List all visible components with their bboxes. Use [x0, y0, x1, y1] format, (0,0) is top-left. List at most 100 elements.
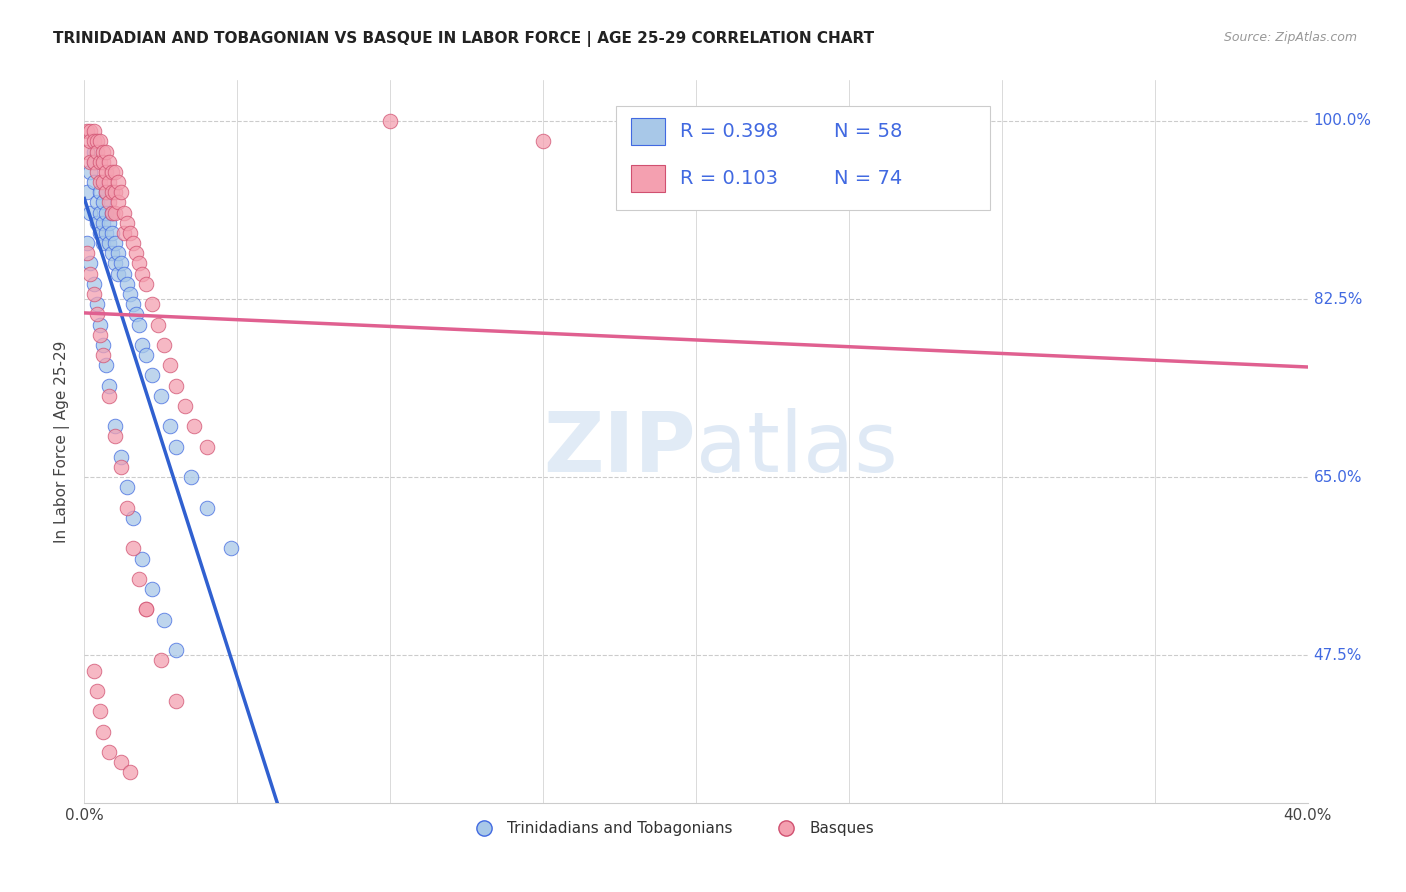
Point	[104, 419, 127, 434]
Point	[83, 277, 105, 291]
Point	[94, 205, 117, 219]
Point	[91, 154, 114, 169]
Point	[531, 134, 554, 148]
Point	[165, 440, 187, 454]
Point	[101, 246, 124, 260]
Point	[110, 755, 132, 769]
Point	[165, 694, 187, 708]
Point	[101, 205, 124, 219]
Point	[97, 236, 120, 251]
Point	[131, 267, 153, 281]
Point	[104, 236, 127, 251]
Point	[112, 226, 135, 240]
Point	[380, 114, 402, 128]
Point	[104, 256, 127, 270]
Text: 47.5%: 47.5%	[1313, 648, 1362, 663]
Point	[120, 765, 142, 780]
Point	[83, 175, 105, 189]
Point	[149, 389, 172, 403]
Point	[91, 145, 114, 159]
Text: TRINIDADIAN AND TOBAGONIAN VS BASQUE IN LABOR FORCE | AGE 25-29 CORRELATION CHAR: TRINIDADIAN AND TOBAGONIAN VS BASQUE IN …	[53, 31, 875, 47]
Point	[131, 551, 153, 566]
Point	[97, 745, 120, 759]
Point	[83, 154, 105, 169]
Point	[122, 236, 145, 251]
Point	[110, 185, 132, 199]
Point	[83, 664, 105, 678]
Text: N = 58: N = 58	[834, 122, 903, 141]
Point	[110, 450, 132, 464]
Point	[110, 256, 132, 270]
Text: 100.0%: 100.0%	[1313, 113, 1372, 128]
Point	[195, 500, 218, 515]
Point	[97, 154, 120, 169]
Point	[86, 297, 108, 311]
Point	[125, 246, 148, 260]
Point	[86, 195, 108, 210]
Point	[125, 307, 148, 321]
Point	[79, 267, 101, 281]
Point	[128, 572, 150, 586]
Text: R = 0.103: R = 0.103	[681, 169, 778, 188]
Point	[94, 185, 117, 199]
Text: R = 0.398: R = 0.398	[681, 122, 778, 141]
Point	[97, 378, 120, 392]
Point	[79, 154, 101, 169]
Point	[97, 195, 120, 210]
Point	[107, 246, 129, 260]
Point	[91, 175, 114, 189]
Point	[128, 318, 150, 332]
Point	[79, 205, 101, 219]
Point	[141, 582, 163, 596]
Point	[141, 368, 163, 383]
Point	[153, 338, 176, 352]
Point	[91, 236, 114, 251]
Point	[79, 165, 101, 179]
Point	[174, 399, 197, 413]
Point	[219, 541, 242, 556]
Point	[195, 440, 218, 454]
Point	[135, 348, 157, 362]
Point	[149, 653, 172, 667]
Point	[91, 338, 114, 352]
Point	[107, 175, 129, 189]
Text: 65.0%: 65.0%	[1313, 470, 1362, 484]
Point	[120, 226, 142, 240]
Point	[110, 460, 132, 475]
Point	[89, 318, 111, 332]
Point	[89, 704, 111, 718]
Point	[135, 602, 157, 616]
Point	[86, 145, 108, 159]
Point	[91, 348, 114, 362]
Point	[97, 389, 120, 403]
Point	[101, 185, 124, 199]
Point	[107, 267, 129, 281]
Point	[183, 419, 205, 434]
Point	[135, 602, 157, 616]
Point	[86, 165, 108, 179]
Point	[104, 429, 127, 443]
Point	[91, 216, 114, 230]
Text: atlas: atlas	[696, 409, 897, 490]
Point	[107, 195, 129, 210]
Point	[86, 134, 108, 148]
Point	[76, 236, 98, 251]
Point	[101, 226, 124, 240]
Point	[131, 338, 153, 352]
Point	[86, 684, 108, 698]
Text: 82.5%: 82.5%	[1313, 292, 1362, 307]
Point	[76, 124, 98, 138]
Point	[79, 124, 101, 138]
Point	[86, 307, 108, 321]
Point	[122, 541, 145, 556]
Point	[101, 165, 124, 179]
Point	[89, 154, 111, 169]
Text: N = 74: N = 74	[834, 169, 903, 188]
Point	[104, 165, 127, 179]
Bar	[631, 165, 665, 193]
Point	[83, 145, 105, 159]
Point	[97, 216, 120, 230]
Point	[89, 134, 111, 148]
Point	[146, 318, 169, 332]
Point	[135, 277, 157, 291]
